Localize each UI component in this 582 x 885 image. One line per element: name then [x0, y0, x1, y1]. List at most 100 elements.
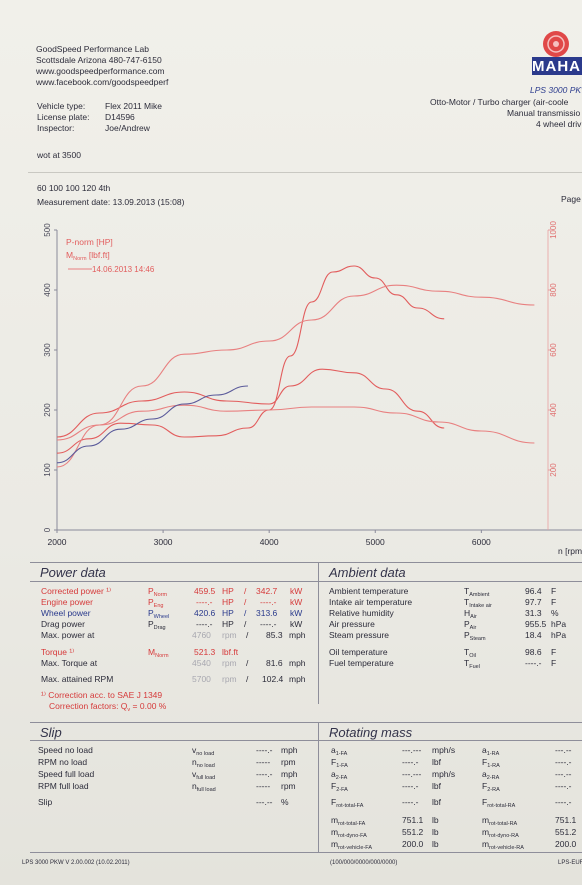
row-unit: lbf	[432, 781, 441, 791]
engine-type: Otto-Motor / Turbo charger (air-coole	[430, 97, 569, 107]
drive-type: 4 wheel driv	[536, 119, 582, 129]
torque-symbol: MNorm	[148, 647, 169, 659]
corrected-power-sep: /	[244, 586, 247, 596]
lab-website: www.goodspeedperformance.com	[36, 66, 165, 76]
legend-entry-p-norm: P-norm [HP]	[66, 237, 113, 247]
max-rpm-value: 5700	[192, 674, 211, 684]
y-right-tick-label: 600	[549, 343, 558, 357]
row-value: 955.5	[525, 619, 547, 629]
row-unit: rpm	[281, 781, 296, 791]
row-value: ----.-	[402, 797, 419, 807]
measurement-date: Measurement date: 13.09.2013 (15:08)	[37, 197, 185, 207]
note-line-2: 60 100 100 120 4th	[37, 183, 111, 193]
drag-power-symbol: PDrag	[148, 619, 166, 631]
max-power-mph: 85.3	[266, 630, 283, 640]
row-unit: mph/s	[432, 769, 456, 779]
lab-location: Scottsdale Arizona 480-747-6150	[36, 55, 162, 65]
row-symbol: a1-RA	[482, 745, 500, 757]
engine-power-label: Engine power	[41, 597, 93, 607]
row-value: ---.--	[256, 797, 273, 807]
row-symbol: F1-FA	[331, 757, 348, 769]
wheel-power-kw-unit: kW	[290, 608, 303, 618]
row-value: ----.-	[555, 797, 572, 807]
x-tick-label: 5000	[366, 537, 385, 547]
row-value: 751.1	[402, 815, 424, 825]
corrected-power-label: Corrected power ¹⁾	[41, 586, 112, 596]
row-label: Intake air temperature	[329, 597, 413, 607]
row-unit: mph	[281, 745, 298, 755]
row-unit: lb	[432, 839, 439, 849]
row-label: Speed no load	[38, 745, 93, 755]
y-left-tick-label: 400	[43, 283, 52, 297]
row-value: ----.-	[402, 781, 419, 791]
y-left-tick-label: 500	[43, 223, 52, 237]
row-symbol: mrot-dyno-FA	[331, 827, 367, 839]
row-unit: mph/s	[432, 745, 456, 755]
slip-title: Slip	[40, 725, 62, 740]
row-label: Fuel temperature	[329, 658, 394, 668]
row-label: Oil temperature	[329, 647, 388, 657]
row-unit: lb	[432, 827, 439, 837]
drag-power-label: Drag power	[41, 619, 85, 629]
row-unit: %	[281, 797, 289, 807]
inspector-value: Joe/Andrew	[105, 123, 150, 133]
row-label: Relative humidity	[329, 608, 394, 618]
license-plate-label: License plate:	[37, 112, 90, 122]
y-right-tick-label: 200	[549, 463, 558, 477]
row-value: 96.4	[525, 586, 542, 596]
row-unit: lbf	[432, 797, 441, 807]
footer-version: LPS 3000 PKW V 2.00.002 (10.02.2011)	[22, 860, 130, 866]
y-right-tick-label: 400	[549, 403, 558, 417]
bottom-rule	[30, 852, 582, 853]
license-plate-value: D14596	[105, 112, 135, 122]
max-torque-rpm-unit: rpm	[222, 658, 237, 668]
row-symbol: mrot-vehicle-RA	[482, 839, 524, 851]
row-label: RPM no load	[38, 757, 88, 767]
y-left-tick-label: 300	[43, 343, 52, 357]
engine-power-kw: ----.-	[260, 597, 277, 607]
power-data-title: Power data	[40, 565, 106, 580]
row-value: ---.--	[555, 745, 572, 755]
row-value: ----.-	[555, 757, 572, 767]
row-unit: lbf	[432, 757, 441, 767]
wheel-power-label: Wheel power	[41, 608, 91, 618]
engine-power-symbol: PEng	[148, 597, 164, 609]
row-value: 551.2	[555, 827, 577, 837]
max-power-sep: /	[246, 630, 249, 640]
engine-power-hp: ----.-	[196, 597, 213, 607]
chart-series	[56, 265, 535, 468]
row-value: ----.-	[256, 745, 273, 755]
max-rpm-label: Max. attained RPM	[41, 674, 114, 684]
x-tick-label: 2000	[48, 537, 67, 547]
row-symbol: F1-RA	[482, 757, 500, 769]
series-line-0	[56, 265, 445, 454]
row-unit: lb	[432, 815, 439, 825]
logo-text: MAHA	[532, 58, 581, 75]
y-left-tick-label: 100	[43, 463, 52, 477]
row-label: Ambient temperature	[329, 586, 409, 596]
row-unit: F	[551, 586, 557, 596]
wheel-power-kw: 313.6	[256, 608, 278, 618]
row-value: 751.1	[555, 815, 577, 825]
x-axis: 2000 3000 4000 5000 6000 n [rpm	[48, 530, 582, 556]
legend-entry-m-norm: MNorm [lbf.ft]	[66, 250, 110, 262]
row-symbol: nfull load	[192, 781, 216, 793]
drag-power-kw-unit: kW	[290, 619, 303, 629]
series-line-2	[56, 284, 535, 468]
y-right-tick-label: 1000	[549, 221, 558, 239]
row-value: -----	[256, 781, 271, 791]
corrected-power-kw-unit: kW	[290, 586, 303, 596]
y-right-tick-label: 800	[549, 283, 558, 297]
chart-legend: P-norm [HP] MNorm [lbf.ft] 14.06.2013 14…	[66, 237, 155, 274]
row-label: RPM full load	[38, 781, 89, 791]
max-rpm-mph: 102.4	[262, 674, 284, 684]
row-unit: %	[551, 608, 559, 618]
row-value: ---.---	[402, 769, 422, 779]
maha-logo: MAHA	[530, 30, 582, 86]
row-value: 200.0	[402, 839, 424, 849]
engine-power-sep: /	[244, 597, 247, 607]
max-torque-mph-unit: mph	[289, 658, 306, 668]
row-value: ---.---	[402, 745, 422, 755]
chart-grid	[56, 230, 582, 531]
ambient-data-title: Ambient data	[329, 565, 406, 580]
